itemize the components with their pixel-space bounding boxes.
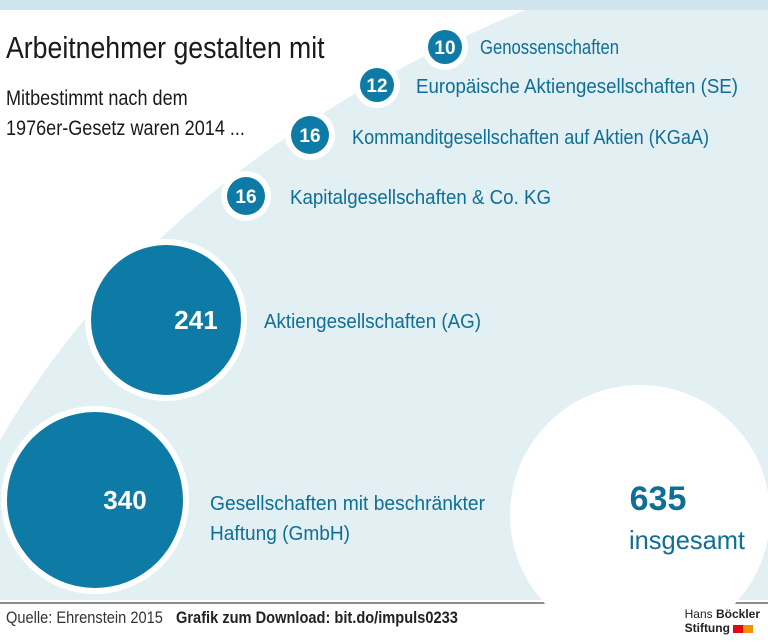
bubble (7, 412, 183, 588)
bubble (227, 177, 265, 215)
bubble (360, 68, 394, 102)
logo-orange-square (743, 624, 754, 633)
subtitle-line-1: Mitbestimmt nach dem (6, 87, 188, 110)
category-label: Europäische Aktiengesellschaften (SE) (416, 76, 738, 98)
total-bubble (510, 385, 768, 643)
bubble (291, 116, 329, 154)
bubble-value: 12 (366, 76, 387, 97)
category-label: Aktiengesellschaften (AG) (264, 311, 481, 333)
logo-text-a: Hans (684, 607, 716, 621)
total-label: insgesamt (629, 525, 746, 555)
subtitle-line-2: 1976er-Gesetz waren 2014 ... (6, 117, 245, 140)
logo: Hans Böckler Stiftung (685, 607, 760, 635)
total-value: 635 (630, 480, 687, 518)
top-band (0, 0, 768, 10)
category-label: Kapitalgesellschaften & Co. KG (290, 187, 551, 209)
category-label: Gesellschaften mit beschränkter (210, 493, 485, 515)
logo-text-b: Böckler (715, 607, 760, 621)
page-title: Arbeitnehmer gestalten mit (6, 30, 325, 65)
category-label: Kommanditgesellschaften auf Aktien (KGaA… (352, 127, 709, 149)
source-text: Quelle: Ehrenstein 2015 (6, 608, 163, 627)
bubble-value: 10 (434, 38, 455, 59)
bubble-value: 16 (299, 126, 320, 147)
bubble (428, 30, 462, 64)
bubble-value: 16 (235, 187, 256, 208)
category-label: Haftung (GmbH) (210, 523, 350, 545)
bubble-value: 241 (174, 305, 217, 335)
bubble-value: 340 (103, 485, 146, 515)
subtitle: Mitbestimmt nach dem 1976er-Gesetz waren… (6, 84, 245, 144)
logo-red-square (733, 624, 744, 633)
bubble (91, 245, 241, 395)
category-label: Genossenschaften (480, 37, 619, 59)
logo-text-c: Stiftung (684, 621, 730, 635)
download-link[interactable]: Grafik zum Download: bit.do/impuls0233 (176, 608, 458, 627)
